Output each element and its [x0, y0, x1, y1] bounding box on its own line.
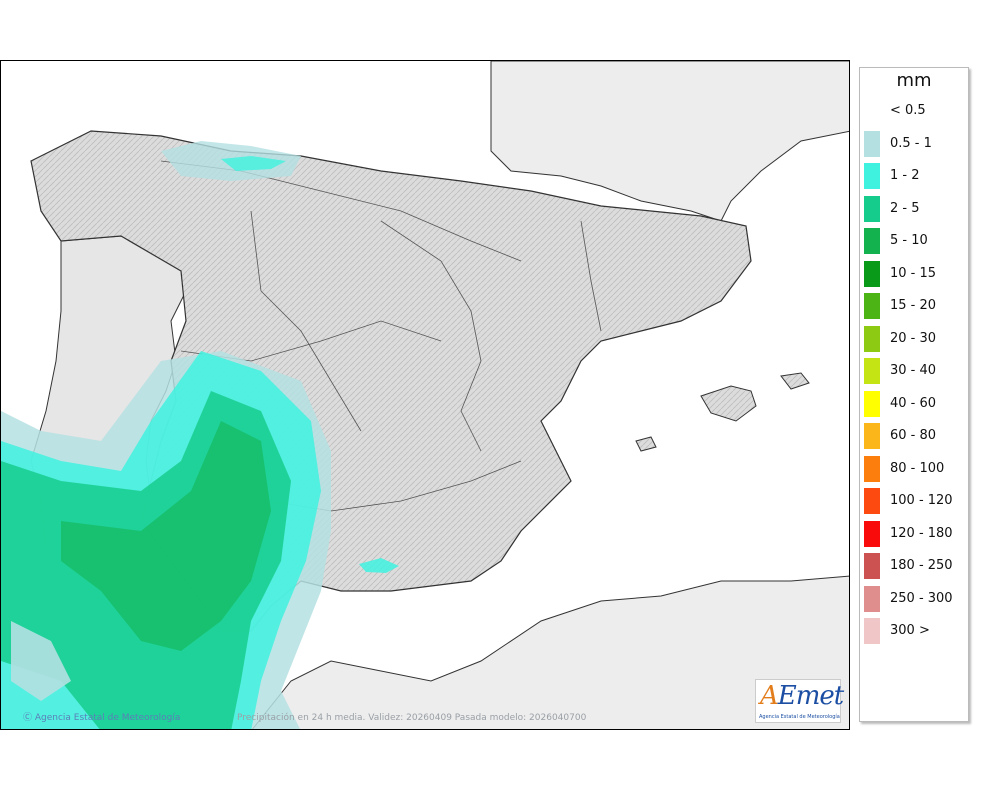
- legend-label: 300 >: [890, 623, 930, 638]
- legend-label: 10 - 15: [890, 265, 937, 281]
- legend-item: 180 - 250: [864, 553, 964, 579]
- legend-label: 250 - 300: [890, 590, 953, 606]
- legend-item: 60 - 80: [864, 423, 964, 449]
- legend-label: 2 - 5: [890, 200, 920, 216]
- legend-item: 120 - 180: [864, 520, 964, 547]
- ibiza-island: [635, 436, 657, 452]
- legend-label: 30 - 40: [890, 363, 937, 378]
- legend-item: < 0.5: [864, 98, 964, 124]
- legend-swatch: [864, 390, 880, 417]
- legend-item: 0.5 - 1: [864, 130, 964, 157]
- legend-label: 20 - 30: [890, 330, 937, 346]
- legend-item: 20 - 30: [864, 325, 964, 352]
- legend-swatch: [864, 260, 880, 287]
- legend-item: 30 - 40: [864, 358, 964, 384]
- legend-label: 5 - 10: [890, 233, 928, 248]
- map-canvas: [1, 61, 849, 729]
- france-land: [490, 61, 849, 222]
- legend-swatch: [864, 423, 880, 449]
- precipitation-map: Ⓒ Agencia Estatal de Meteorología Precip…: [0, 60, 850, 730]
- legend-swatch: [864, 553, 880, 579]
- legend-label: 80 - 100: [890, 460, 945, 476]
- legend-item: 100 - 120: [864, 488, 964, 514]
- legend-item: 80 - 100: [864, 455, 964, 482]
- legend-swatch: [864, 98, 880, 124]
- legend-item: 1 - 2: [864, 163, 964, 189]
- legend-item: 2 - 5: [864, 195, 964, 222]
- precip-southeast: [359, 558, 399, 573]
- legend-swatch: [864, 520, 880, 547]
- legend-label: 120 - 180: [890, 525, 953, 541]
- mallorca-island: [700, 385, 757, 422]
- legend-label: 100 - 120: [890, 493, 953, 508]
- legend-swatch: [864, 358, 880, 384]
- legend-swatch: [864, 488, 880, 514]
- precip-5-10: [61, 421, 271, 651]
- aemet-logo: AEmet Agencia Estatal de Meteorología: [755, 679, 844, 723]
- legend-swatch: [864, 228, 880, 254]
- precip-hole: [11, 621, 71, 701]
- legend-item: 40 - 60: [864, 390, 964, 417]
- legend-swatch: [864, 163, 880, 189]
- legend-label: 15 - 20: [890, 298, 937, 313]
- legend-label: 40 - 60: [890, 395, 937, 411]
- legend-swatch: [864, 455, 880, 482]
- legend-item: 250 - 300: [864, 585, 964, 612]
- africa-land: [251, 575, 849, 729]
- map-caption: Precipitación en 24 h media. Validez: 20…: [237, 713, 587, 723]
- legend-label: 0.5 - 1: [890, 135, 932, 151]
- legend-unit: mm: [896, 70, 932, 91]
- legend-swatch: [864, 195, 880, 222]
- legend-label: 1 - 2: [890, 168, 920, 183]
- legend-swatch: [864, 618, 880, 644]
- menorca-island: [780, 372, 810, 390]
- agency-credit: Ⓒ Agencia Estatal de Meteorología: [23, 713, 181, 723]
- legend-swatch: [864, 325, 880, 352]
- legend-swatch: [864, 130, 880, 157]
- legend-label: < 0.5: [890, 103, 926, 118]
- precipitation-legend: mm < 0.5 0.5 - 1 1 - 2 2 - 5 5 - 10 10 - 15 15…: [859, 67, 969, 722]
- legend-item: 300 >: [864, 618, 964, 644]
- legend-label: 60 - 80: [890, 428, 937, 443]
- aemet-logo-subtitle: Agencia Estatal de Meteorología: [759, 714, 840, 720]
- aemet-logo-word: AEmet: [760, 681, 844, 711]
- legend-item: 15 - 20: [864, 293, 964, 319]
- legend-swatch: [864, 293, 880, 319]
- legend-item: 5 - 10: [864, 228, 964, 254]
- precip-north-core: [221, 156, 286, 171]
- legend-swatch: [864, 585, 880, 612]
- legend-label: 180 - 250: [890, 558, 953, 573]
- legend-item: 10 - 15: [864, 260, 964, 287]
